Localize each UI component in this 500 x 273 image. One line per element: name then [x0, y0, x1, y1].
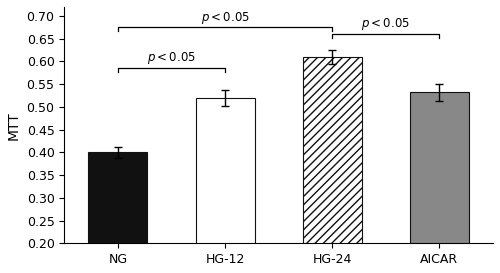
Bar	[196, 98, 254, 273]
Text: $p<0.05$: $p<0.05$	[147, 51, 196, 67]
Bar	[88, 152, 148, 273]
Bar	[410, 92, 469, 273]
Y-axis label: MTT: MTT	[7, 111, 21, 140]
Text: $p<0.05$: $p<0.05$	[200, 10, 250, 26]
Text: $p<0.05$: $p<0.05$	[362, 16, 410, 32]
Bar	[303, 57, 362, 273]
